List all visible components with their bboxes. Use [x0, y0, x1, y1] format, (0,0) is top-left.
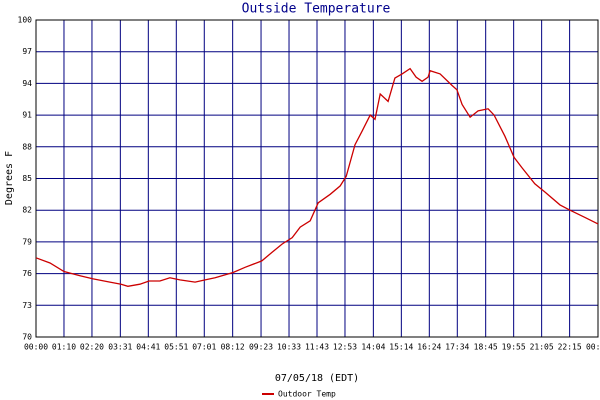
- y-tick-label: 91: [22, 111, 32, 120]
- x-axis-label: 07/05/18 (EDT): [275, 373, 359, 384]
- x-tick-label: 12:53: [333, 343, 357, 352]
- x-tick-label: 10:33: [277, 343, 301, 352]
- x-tick-label: 19:55: [502, 343, 526, 352]
- x-tick-label: 02:20: [80, 343, 104, 352]
- y-tick-label: 79: [22, 237, 32, 246]
- legend-label: Outdoor Temp: [278, 390, 336, 399]
- x-tick-label: 08:12: [221, 343, 245, 352]
- x-tick-label: 17:34: [445, 343, 469, 352]
- plot-border: [35, 19, 599, 338]
- x-tick-label: 15:14: [389, 343, 413, 352]
- chart-title: Outside Temperature: [242, 2, 391, 17]
- y-axis-label: Degrees F: [4, 151, 15, 205]
- x-tick-label: 16:24: [417, 343, 441, 352]
- x-tick-label: 07:01: [192, 343, 216, 352]
- x-tick-label: 00:06: [586, 343, 600, 352]
- x-tick-label: 11:43: [305, 343, 329, 352]
- x-tick-label: 00:00: [24, 343, 48, 352]
- y-tick-label: 82: [22, 206, 32, 215]
- y-tick-label: 73: [22, 301, 32, 310]
- y-tick-label: 94: [22, 79, 32, 88]
- y-tick-label: 76: [22, 269, 32, 278]
- y-tick-label: 88: [22, 142, 32, 151]
- x-tick-label: 05:51: [164, 343, 188, 352]
- x-tick-label: 04:41: [136, 343, 160, 352]
- x-tick-label: 09:23: [249, 343, 273, 352]
- x-tick-label: 22:15: [558, 343, 582, 352]
- x-tick-label: 21:05: [530, 343, 554, 352]
- x-tick-label: 18:45: [474, 343, 498, 352]
- x-tick-label: 14:04: [361, 343, 385, 352]
- y-tick-label: 100: [18, 16, 33, 25]
- y-tick-label: 70: [22, 333, 32, 342]
- x-tick-label: 01:10: [52, 343, 76, 352]
- y-tick-label: 97: [22, 47, 32, 56]
- data-line: [35, 67, 599, 287]
- y-tick-label: 85: [22, 174, 32, 183]
- x-tick-label: 03:31: [108, 343, 132, 352]
